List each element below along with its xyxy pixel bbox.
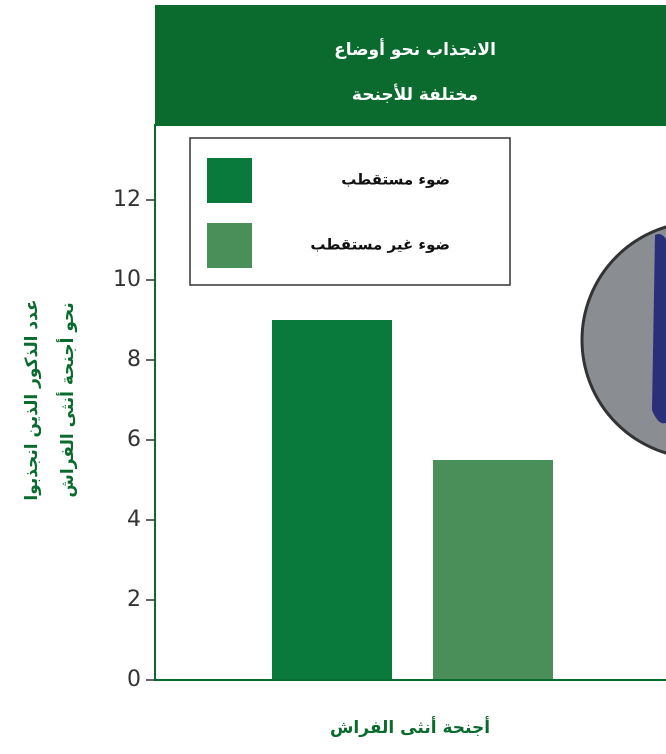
legend-label: ضوء مستقطب [341, 171, 450, 189]
y-axis-label: عدد الذكور الذين انجذبوا [22, 299, 42, 500]
chart-title: الانجذاب نحو أوضاع [334, 38, 496, 60]
y-tick-label: 4 [127, 507, 141, 532]
bar [272, 320, 392, 680]
photo-circle [580, 225, 666, 455]
y-tick-label: 10 [113, 267, 141, 292]
bar [433, 460, 553, 680]
y-tick-label: 6 [127, 427, 141, 452]
y-tick-label: 8 [127, 347, 141, 372]
y-tick-label: 2 [127, 587, 141, 612]
header [155, 5, 666, 125]
x-axis-label: أجنحة أنثى الفراش [330, 716, 490, 738]
legend-swatch [207, 223, 252, 268]
y-tick-label: 12 [113, 187, 141, 212]
photo-detail [652, 234, 666, 424]
legend-swatch [207, 158, 252, 203]
chart-title: مختلفة للأجنحة [352, 84, 478, 105]
y-tick-label: 0 [127, 667, 141, 692]
legend-label: ضوء غير مستقطب [310, 236, 450, 254]
y-axis-label: نحو أجنحة أنثى الفراش [56, 302, 78, 497]
